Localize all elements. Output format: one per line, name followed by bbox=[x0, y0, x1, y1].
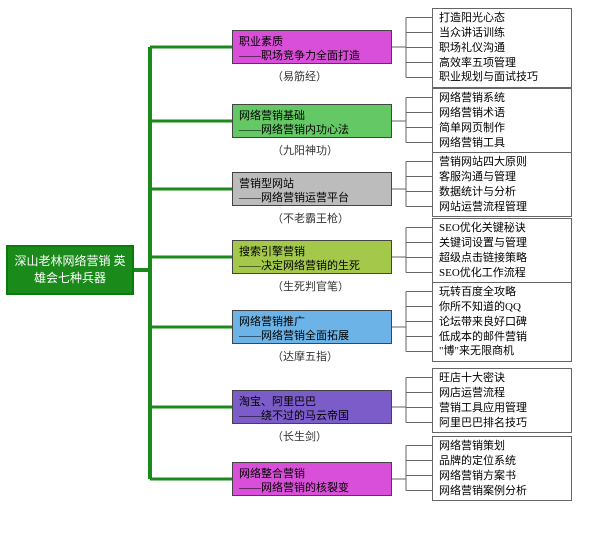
branch-caption-0: （易筋经） bbox=[272, 68, 327, 84]
branch-caption-2: （不老霸王枪） bbox=[272, 210, 349, 226]
branch-node-6: 网络整合营销 ——网络营销的核裂变 bbox=[232, 462, 392, 496]
leaf-group-5: 旺店十大密诀 网店运营流程 营销工具应用管理 阿里巴巴排名技巧 bbox=[432, 368, 572, 433]
branch-node-5: 淘宝、阿里巴巴 ——绕不过的马云帝国 bbox=[232, 390, 392, 424]
branch-node-2: 营销型网站 ——网络营销运营平台 bbox=[232, 172, 392, 206]
leaf-group-6: 网络营销策划 品牌的定位系统 网络营销方案书 网络营销案例分析 bbox=[432, 436, 572, 501]
branch-node-3: 搜索引擎营销 ——决定网络营销的生死 bbox=[232, 240, 392, 274]
branch-caption-5: （长生剑） bbox=[272, 428, 327, 444]
branch-caption-3: （生死判官笔） bbox=[272, 278, 349, 294]
branch-caption-1: （九阳神功） bbox=[272, 142, 338, 158]
root-node: 深山老林网络营销 英雄会七种兵器 bbox=[6, 245, 134, 295]
branch-node-0: 职业素质 ——职场竞争力全面打造 bbox=[232, 30, 392, 64]
leaf-group-0: 打造阳光心态 当众讲话训练 职场礼仪沟通 高效率五项管理 职业规划与面试技巧 bbox=[432, 8, 572, 88]
leaf-group-1: 网络营销系统 网络营销术语 简单网页制作 网络营销工具 bbox=[432, 88, 572, 153]
leaf-group-2: 营销网站四大原则 客服沟通与管理 数据统计与分析 网站运营流程管理 bbox=[432, 152, 572, 217]
branch-node-1: 网络营销基础 ——网络营销内功心法 bbox=[232, 104, 392, 138]
leaf-group-3: SEO优化关键秘诀 关键词设置与管理 超级点击链接策略 SEO优化工作流程 bbox=[432, 218, 572, 283]
leaf-group-4: 玩转百度全攻略 你所不知道的QQ 论坛带来良好口碑 低成本的邮件营销 "博"来无… bbox=[432, 282, 572, 362]
branch-node-4: 网络营销推广 ——网络营销全面拓展 bbox=[232, 310, 392, 344]
branch-caption-4: （达摩五指） bbox=[272, 348, 338, 364]
root-label: 深山老林网络营销 英雄会七种兵器 bbox=[10, 253, 130, 287]
